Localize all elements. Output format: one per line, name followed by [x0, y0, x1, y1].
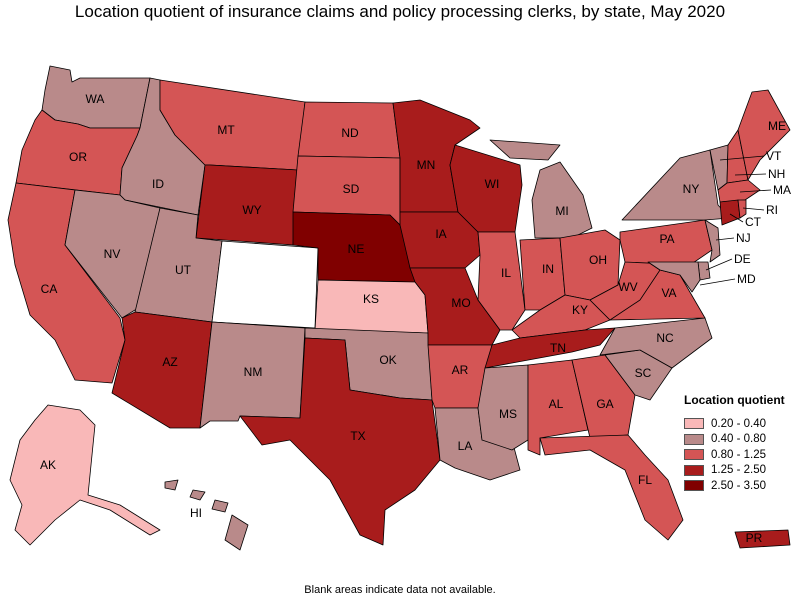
- state-label-ny: NY: [683, 182, 700, 196]
- state-label-ne: NE: [348, 242, 365, 256]
- leader-line: [729, 213, 744, 223]
- leader-line: [705, 258, 733, 271]
- state-label-ga: GA: [596, 397, 613, 411]
- legend-item: 0.80 - 1.25: [684, 447, 796, 463]
- state-label-la: LA: [458, 439, 473, 453]
- state-hi[interactable]: [164, 479, 249, 551]
- state-label-nv: NV: [104, 247, 121, 261]
- state-label-nc: NC: [656, 331, 674, 345]
- state-label-wi: WI: [485, 177, 500, 191]
- state-mi[interactable]: [489, 139, 593, 239]
- state-label-wv: WV: [618, 280, 637, 294]
- state-label-va: VA: [661, 286, 676, 300]
- legend-item: 1.25 - 2.50: [684, 463, 796, 479]
- legend-swatch: [684, 418, 704, 430]
- state-il[interactable]: [477, 231, 526, 331]
- legend-swatch: [684, 449, 704, 461]
- state-label-in: IN: [542, 262, 554, 276]
- state-label-ut: UT: [175, 263, 192, 277]
- state-label-ct: CT: [745, 215, 762, 229]
- state-label-mo: MO: [451, 296, 470, 310]
- state-label-nm: NM: [244, 365, 263, 379]
- map-legend: Location quotient 0.20 - 0.40 0.40 - 0.8…: [684, 393, 796, 494]
- state-label-md: MD: [737, 272, 756, 286]
- leader-line: [739, 189, 772, 193]
- leader-line: [699, 278, 736, 286]
- state-label-ca: CA: [41, 282, 58, 296]
- state-ga[interactable]: [571, 354, 636, 439]
- state-ks[interactable]: [314, 279, 429, 334]
- legend-swatch: [684, 480, 704, 492]
- state-label-mi: MI: [555, 204, 568, 218]
- state-az[interactable]: [111, 311, 213, 429]
- state-tx[interactable]: [239, 337, 441, 546]
- state-label-wy: WY: [242, 203, 261, 217]
- state-label-fl: FL: [638, 473, 652, 487]
- state-pr[interactable]: [734, 529, 791, 549]
- state-label-mt: MT: [217, 123, 235, 137]
- state-label-oh: OH: [589, 253, 607, 267]
- state-label-ar: AR: [452, 363, 469, 377]
- legend-swatch: [684, 433, 704, 445]
- state-label-ia: IA: [435, 227, 446, 241]
- state-label-il: IL: [501, 266, 511, 280]
- state-label-az: AZ: [162, 355, 177, 369]
- leader-line: [715, 237, 735, 241]
- state-label-tn: TN: [550, 341, 566, 355]
- state-tn[interactable]: [484, 327, 616, 369]
- legend-item: 2.50 - 3.50: [684, 478, 796, 494]
- state-label-pa: PA: [659, 232, 674, 246]
- state-label-ok: OK: [379, 353, 396, 367]
- state-wy[interactable]: [195, 164, 299, 246]
- legend-title: Location quotient: [684, 393, 785, 407]
- legend-item: 0.40 - 0.80: [684, 432, 796, 448]
- state-label-ma: MA: [773, 183, 791, 197]
- map-title: Location quotient of insurance claims an…: [74, 2, 726, 21]
- state-label-ms: MS: [499, 407, 517, 421]
- leader-line: [719, 155, 765, 161]
- state-nm[interactable]: [199, 321, 306, 429]
- state-md[interactable]: [647, 261, 701, 293]
- state-label-ri: RI: [766, 203, 778, 217]
- state-label-hi: HI: [190, 506, 202, 520]
- state-label-nj: NJ: [736, 231, 751, 245]
- state-label-nd: ND: [341, 126, 359, 140]
- state-co[interactable]: [211, 240, 319, 329]
- state-label-ky: KY: [572, 303, 588, 317]
- state-label-or: OR: [69, 150, 87, 164]
- state-label-wa: WA: [86, 92, 105, 106]
- state-label-me: ME: [768, 119, 786, 133]
- legend-swatch: [684, 464, 704, 476]
- state-ri[interactable]: [737, 199, 747, 219]
- state-label-mn: MN: [417, 158, 436, 172]
- leader-line: [742, 207, 765, 211]
- legend-item: 0.20 - 0.40: [684, 416, 796, 432]
- state-label-vt: VT: [766, 149, 782, 163]
- state-label-ks: KS: [363, 292, 379, 306]
- state-label-sc: SC: [635, 366, 652, 380]
- state-ct[interactable]: [719, 199, 741, 226]
- leader-line: [734, 173, 767, 176]
- state-label-al: AL: [549, 397, 564, 411]
- state-label-de: DE: [734, 252, 751, 266]
- state-label-id: ID: [152, 177, 164, 191]
- state-label-pr: PR: [746, 531, 763, 545]
- footnote: Blank areas indicate data not available.: [304, 584, 496, 596]
- state-fl[interactable]: [539, 434, 684, 541]
- state-label-tx: TX: [350, 429, 365, 443]
- state-label-sd: SD: [343, 182, 360, 196]
- state-label-nh: NH: [768, 167, 785, 181]
- state-label-ak: AK: [40, 458, 56, 472]
- state-ak[interactable]: [9, 404, 161, 546]
- state-nj[interactable]: [704, 219, 721, 263]
